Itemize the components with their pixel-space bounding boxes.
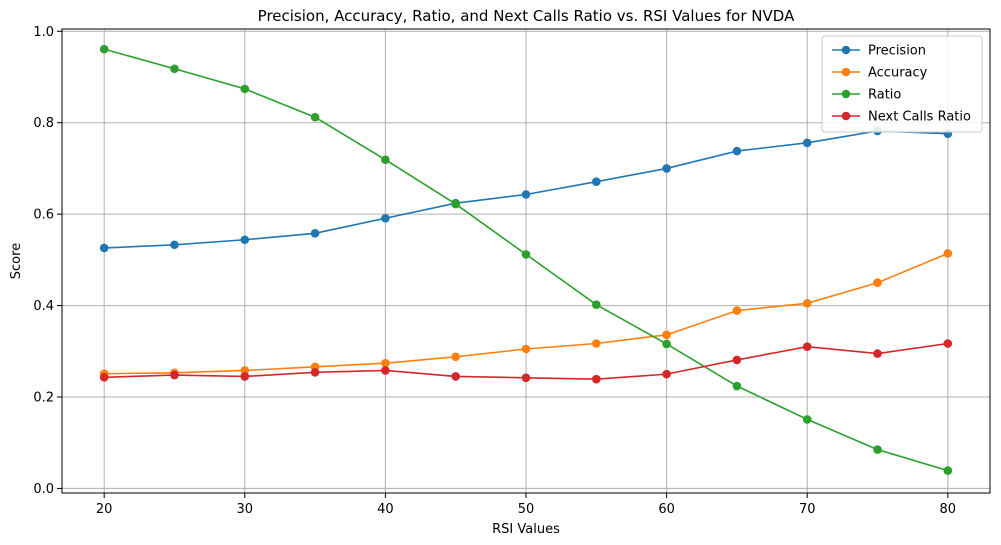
x-tick-label: 40 [377,502,394,517]
accuracy-point [732,306,742,315]
next-calls-ratio-point [873,349,882,358]
next-calls-ratio-point [310,368,320,377]
next-calls-ratio-point [662,369,671,379]
accuracy-point [662,330,671,340]
legend-marker-accuracy [841,67,851,77]
series-layer [99,44,953,475]
y-tick-label: 0.6 [33,208,54,223]
ratio-point [170,64,179,74]
accuracy-point [873,278,882,288]
accuracy-point [592,339,601,348]
legend-label-accuracy: Accuracy [868,66,928,81]
x-tick-label: 70 [799,502,816,517]
next-calls-ratio-point [592,374,601,384]
ratio-point [873,445,882,454]
legend-label-precision: Precision [868,44,926,59]
x-axis-label: RSI Values [492,522,560,537]
y-tick-label: 0.4 [33,299,54,314]
legend-marker-precision [841,45,851,55]
ratio-point [240,84,250,94]
chart-title: Precision, Accuracy, Ratio, and Next Cal… [258,7,795,25]
x-tick-label: 80 [940,502,957,517]
y-tick-label: 0.0 [33,482,54,497]
x-tick-label: 50 [518,502,535,517]
ratio-point [381,155,390,165]
ratio-point [521,250,531,259]
ratio-point [662,339,671,349]
legend-label-ratio: Ratio [868,88,901,103]
accuracy-point [381,358,390,368]
ratio-point [451,199,460,209]
ratio-point [943,466,953,475]
next-calls-ratio-point [240,372,250,381]
ratio-point [732,381,742,391]
y-axis-label: Score [9,243,24,279]
x-tick-label: 20 [96,502,113,517]
legend-marker-ratio [841,89,851,99]
next-calls-ratio-point [451,372,460,381]
legend: Precision Accuracy Ratio Next Calls Ratio [821,35,983,133]
legend-label-next-calls-ratio: Next Calls Ratio [868,110,971,125]
precision-point [732,146,742,156]
next-calls-ratio-point [802,342,812,352]
ratio-point [592,300,601,309]
x-tick-label: 30 [237,502,254,517]
next-calls-ratio-point [99,373,109,382]
accuracy-point [943,249,953,258]
axis-ticks: 20 30 40 50 60 70 80 0.0 0.2 0.4 0.6 0.8 1.0 [33,25,956,517]
accuracy-point [240,366,250,375]
next-calls-ratio-point [521,373,531,383]
legend-marker-next-calls-ratio [841,111,851,121]
accuracy-point [802,298,812,308]
next-calls-ratio-point [170,370,179,380]
precision-point [310,229,320,238]
y-tick-label: 1.0 [33,25,54,40]
x-tick-label: 60 [658,502,675,517]
precision-point [381,213,390,223]
grid [62,29,990,493]
next-calls-ratio-point [381,366,390,375]
precision-point [521,190,531,199]
precision-point [240,235,250,245]
precision-point [99,243,109,253]
ratio-point [802,415,812,424]
ratio-point [310,112,320,122]
y-tick-label: 0.8 [33,116,54,131]
accuracy-point [521,344,531,354]
accuracy-point [451,352,460,362]
y-tick-label: 0.2 [33,391,54,406]
legend-box [821,35,983,133]
next-calls-ratio-point [732,355,742,365]
precision-point [592,177,601,186]
precision-point [802,138,812,148]
precision-point [170,240,179,250]
precision-point [662,164,671,173]
next-calls-ratio-point [943,339,953,348]
ratio-point [99,44,109,54]
